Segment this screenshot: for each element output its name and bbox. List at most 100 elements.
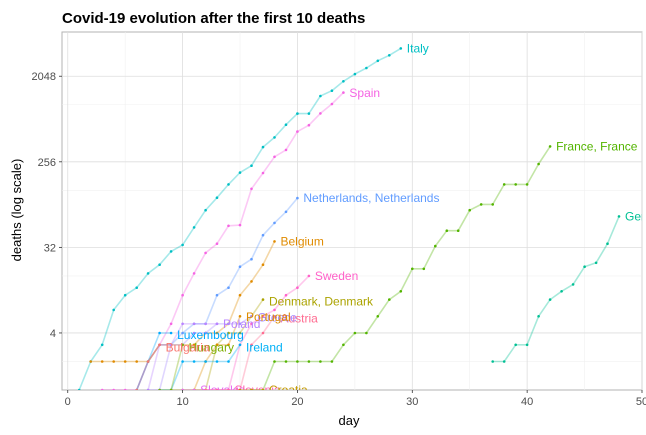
data-point: [204, 331, 207, 335]
data-point: [238, 223, 242, 227]
data-point: [422, 267, 426, 271]
data-point: [307, 123, 311, 127]
data-point: [192, 343, 196, 347]
data-point: [158, 343, 161, 347]
data-point: [296, 112, 299, 115]
data-point: [548, 145, 552, 148]
data-point: [204, 322, 207, 326]
data-point: [192, 331, 196, 335]
data-point: [192, 226, 196, 229]
data-point: [388, 54, 391, 57]
series-line: [492, 216, 620, 363]
data-point: [273, 308, 276, 312]
data-point: [181, 343, 184, 347]
data-point: [181, 388, 184, 390]
data-point: [273, 155, 276, 159]
data-point: [261, 233, 265, 237]
data-point: [181, 360, 184, 363]
series-line: [159, 344, 184, 390]
x-axis-label: day: [339, 413, 360, 428]
data-point: [181, 293, 184, 297]
series-layer: Italy Spain France, France Netherlands, Net…: [77, 42, 646, 397]
data-point: [617, 215, 621, 218]
data-point: [491, 203, 495, 206]
data-point: [388, 298, 391, 301]
data-point: [215, 360, 219, 363]
data-point: [342, 91, 345, 94]
series-label-luxembourg: Luxembourg: [177, 328, 244, 342]
data-point: [169, 322, 173, 326]
data-point: [296, 286, 299, 290]
series-italy: Italy: [77, 42, 429, 390]
data-point: [135, 388, 138, 390]
data-point: [238, 315, 242, 318]
data-point: [123, 360, 127, 363]
data-point: [261, 388, 265, 390]
data-point: [100, 388, 104, 390]
series-label-croatia: Croatia: [269, 383, 308, 397]
data-point: [192, 388, 196, 390]
data-point: [238, 388, 242, 390]
data-point: [261, 298, 265, 301]
data-point: [261, 331, 265, 335]
data-point: [502, 183, 506, 186]
series-label-bulgaria: Bulgaria: [166, 341, 210, 355]
data-point: [307, 274, 311, 278]
data-point: [319, 94, 322, 98]
data-point: [560, 290, 563, 293]
series-label-slovenia: Slovenia: [235, 383, 281, 397]
data-point: [112, 360, 115, 363]
data-point: [330, 102, 334, 106]
data-point: [77, 388, 81, 390]
data-point: [479, 203, 483, 206]
data-point: [227, 360, 230, 363]
data-point: [296, 360, 299, 363]
series-line: [159, 344, 241, 390]
data-point: [238, 265, 242, 269]
series-netherlands-netherlands: Netherlands, Netherlands: [135, 191, 439, 390]
data-point: [250, 164, 253, 167]
data-point: [204, 360, 207, 363]
data-point: [250, 280, 253, 283]
data-point: [525, 183, 529, 186]
data-point: [296, 196, 299, 200]
series-label-sweden: Sweden: [315, 269, 358, 283]
data-point: [100, 360, 104, 363]
series-label-denmark-denmark: Denmark, Denmark: [269, 295, 374, 309]
data-point: [238, 171, 242, 174]
data-point: [548, 298, 552, 301]
data-point: [514, 183, 517, 186]
data-point: [215, 388, 219, 390]
data-point: [250, 187, 253, 191]
data-point: [238, 322, 242, 326]
data-point: [227, 322, 230, 326]
data-point: [146, 388, 150, 390]
data-point: [261, 171, 265, 175]
data-point: [169, 331, 173, 335]
data-point: [169, 250, 173, 253]
data-point: [158, 388, 161, 390]
data-point: [307, 112, 311, 115]
series-line: [148, 315, 252, 390]
data-point: [399, 290, 403, 293]
data-point: [250, 257, 253, 261]
y-axis-label: deaths (log scale): [9, 159, 24, 262]
data-point: [330, 360, 334, 363]
data-point: [376, 315, 380, 318]
data-point: [238, 343, 242, 347]
data-point: [123, 293, 127, 297]
series-label-spain: Spain: [349, 86, 380, 100]
data-point: [204, 251, 207, 255]
data-point: [261, 315, 265, 318]
series-label-germany: Germany: [625, 209, 646, 223]
data-point: [525, 343, 529, 347]
data-point: [215, 293, 219, 297]
data-point: [135, 286, 138, 290]
data-point: [238, 293, 242, 297]
y-tick-label: 2048: [32, 71, 56, 83]
data-point: [594, 261, 598, 265]
data-point: [135, 360, 138, 363]
data-point: [169, 388, 173, 390]
data-point: [330, 89, 334, 92]
